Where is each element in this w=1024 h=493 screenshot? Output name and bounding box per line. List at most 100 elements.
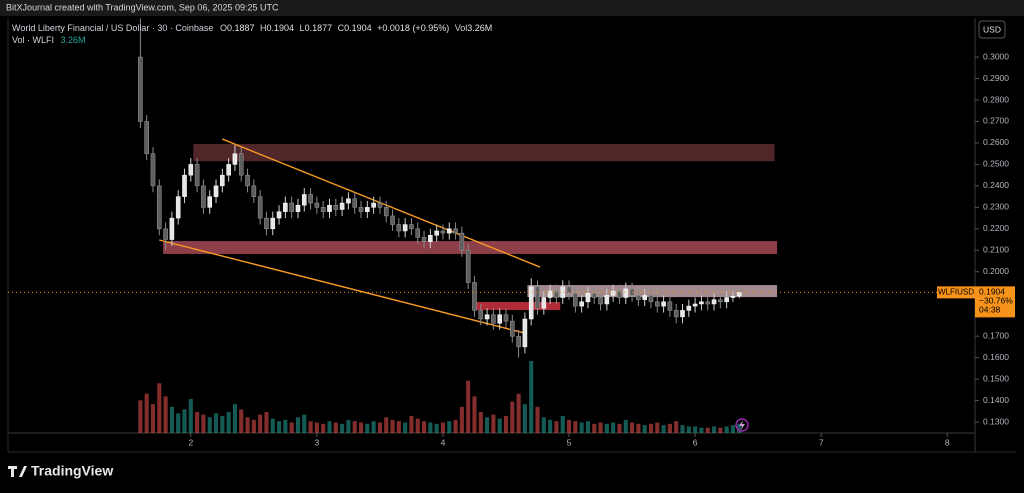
y-tick-label: 0.1400 [983, 395, 1009, 405]
volume-bar [674, 421, 679, 433]
volume-bar [611, 422, 616, 433]
candle-body [491, 314, 496, 324]
volume-bar [459, 406, 464, 433]
candle-body [465, 250, 471, 283]
volume-bar [157, 383, 162, 433]
candle-body [289, 202, 294, 212]
volume-bar [258, 414, 263, 433]
volume-bar [693, 426, 698, 433]
plot-area [8, 18, 975, 433]
currency-label: USD [983, 24, 1001, 34]
candle-body [440, 230, 446, 234]
volume-bar [541, 417, 546, 433]
y-tick-label: 0.1700 [983, 330, 1009, 340]
candle-body [667, 301, 673, 311]
candle-body [421, 237, 427, 242]
volume-bar [579, 422, 584, 433]
lightning-icon[interactable] [735, 418, 749, 432]
candle-body [144, 121, 149, 154]
volume-bar [730, 425, 735, 433]
logo-icon [8, 466, 27, 477]
volume-bar [718, 427, 723, 433]
candle-body [402, 224, 408, 232]
lightning-bolt [739, 420, 745, 430]
volume-bar [623, 419, 628, 433]
candle-body [528, 286, 534, 320]
volume-bar [340, 423, 345, 433]
candle-body [270, 217, 276, 230]
candle-body [617, 290, 622, 298]
candle-body [396, 224, 402, 232]
candle-body [503, 314, 509, 322]
candle-body [510, 320, 515, 337]
candle-body [522, 318, 528, 348]
candle-body [150, 153, 156, 187]
volume-bar [478, 412, 483, 433]
candle-body [434, 230, 439, 236]
volume-bar [604, 423, 609, 433]
volume-bar [377, 422, 382, 433]
volume-bar [510, 401, 515, 433]
volume-bar [453, 419, 458, 433]
y-tick-label: 0.2200 [983, 223, 1009, 233]
volume-bar [686, 426, 691, 433]
volume-bar [358, 422, 364, 433]
symbol-tag [937, 286, 975, 299]
volume-bar [327, 421, 332, 433]
volume-bar [226, 412, 231, 433]
candle-body [245, 174, 250, 187]
volume-bar [346, 419, 351, 433]
y-tick-label: 0.2600 [983, 137, 1009, 147]
candle-body [566, 286, 572, 294]
volume-bar [314, 422, 319, 433]
candle-body [591, 292, 597, 298]
x-tick-label: 7 [819, 437, 824, 447]
volume-bar [270, 418, 275, 433]
candle-body [636, 295, 641, 300]
legend-value: 0.1887 [227, 23, 255, 33]
legend-key: Vol [455, 23, 468, 33]
volume-bar [251, 419, 256, 433]
volume-bar [535, 406, 540, 433]
zone [193, 144, 775, 162]
volume-bar [188, 398, 193, 433]
legend-value: 0.1904 [267, 23, 295, 33]
volume-bar [592, 423, 597, 433]
volume-bar [630, 422, 635, 433]
volume-bar [497, 418, 502, 433]
volume-bar [516, 393, 521, 433]
volume-bar [371, 421, 376, 433]
candle-body [541, 297, 547, 309]
candle-body [283, 202, 288, 212]
candle-body [415, 228, 421, 238]
volume-bar [333, 422, 338, 433]
candle-body [327, 204, 332, 212]
legend-key: O [220, 23, 227, 33]
legend-value: 3.26M [467, 23, 492, 33]
currency-button[interactable] [978, 20, 1006, 39]
x-tick-label: 3 [315, 437, 320, 447]
volume-legend: Vol · WLFI 3.26M [12, 35, 86, 45]
legend-title: World Liberty Financial / US Dollar · 30… [12, 23, 213, 33]
change-label: −30.76% [979, 296, 1013, 306]
header-text: BitXJournal created with TradingView.com… [6, 2, 279, 12]
candle-body [301, 194, 307, 206]
zone [163, 241, 778, 254]
volume-bar [737, 423, 742, 433]
candle-body [573, 292, 578, 307]
volume-bar [585, 421, 590, 433]
candle-body [175, 196, 181, 219]
candle-body [295, 204, 301, 212]
volume-bar [220, 415, 225, 433]
candle-body [207, 196, 213, 208]
volume-bar [434, 423, 439, 433]
candle-body [673, 310, 679, 318]
volume-bar [548, 419, 553, 433]
candle-body [428, 235, 433, 242]
candle-body [188, 164, 194, 176]
volume-bar [466, 380, 471, 433]
volume-bar [295, 417, 301, 433]
volume-bar [182, 409, 187, 433]
